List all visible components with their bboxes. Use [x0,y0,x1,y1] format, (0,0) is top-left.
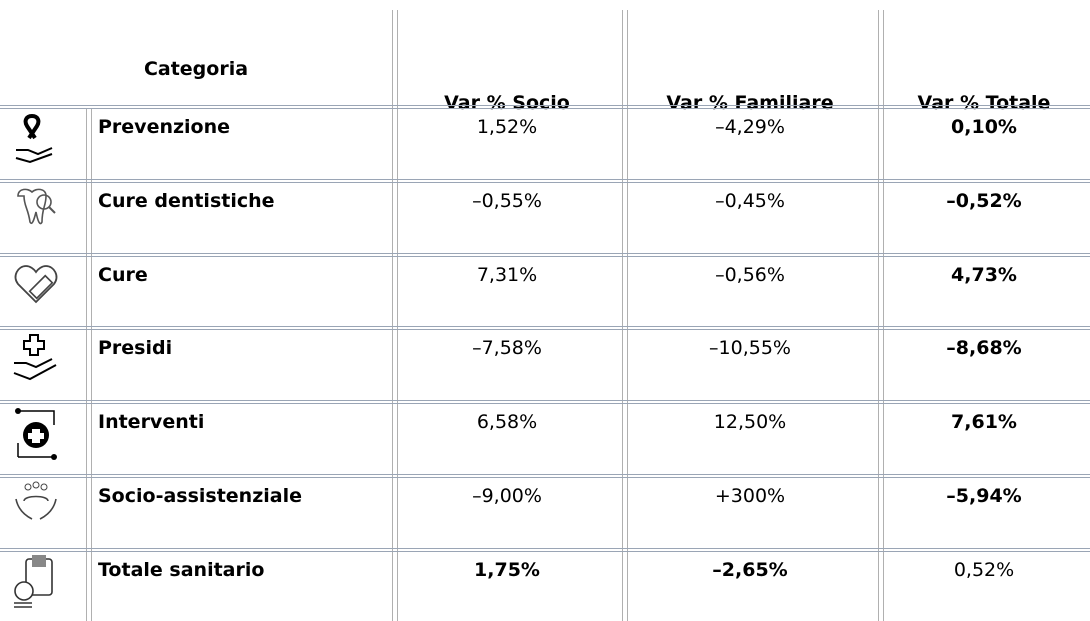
value-cell: 0,10% [951,116,1017,138]
value-cell: –0,55% [472,189,542,212]
value-cell: –7,58% [472,337,542,360]
category-cell: Socio-assistenziale [98,485,302,507]
icon-divider [86,108,92,621]
header-cell: Var % Totale [917,92,1051,114]
value-cell: 7,61% [951,411,1017,434]
row-divider [0,178,1090,183]
row-divider [0,326,1090,331]
category-cell: Presidi [98,337,173,360]
header-cell: Var % Socio [444,92,570,114]
category-icon [14,554,53,608]
category-icon [17,188,56,225]
value-cell: –5,94% [946,485,1022,507]
row-divider [0,252,1090,257]
value-cell: –2,65% [712,558,788,581]
column-divider [392,10,398,621]
value-cell: –10,55% [709,337,791,360]
value-cell: –8,68% [946,337,1022,360]
category-cell: Interventi [98,411,205,434]
value-cell: 4,73% [951,263,1017,286]
value-cell: –4,29% [715,116,785,138]
row-divider [0,400,1090,405]
value-cell: 1,75% [474,558,540,581]
value-cell: 6,58% [476,411,538,434]
header-cell: Categoria [143,58,249,80]
category-cell: Totale sanitario [98,558,265,581]
row-divider [0,105,1090,109]
header-cell: Var % Familiare [666,92,834,114]
value-cell: –0,56% [715,263,785,286]
value-cell: 0,52% [953,558,1015,581]
value-cell: –0,52% [946,189,1022,212]
category-cell: Cure [98,263,148,286]
category-cell: Prevenzione [98,116,231,138]
category-icon [14,264,58,303]
category-icon [15,114,53,164]
category-cell: Cure dentistiche [98,189,275,212]
value-cell: 12,50% [713,411,787,434]
row-divider [0,547,1090,552]
column-divider [878,10,884,621]
category-icon [15,408,57,461]
category-icon [13,334,57,381]
value-cell: 7,31% [476,263,538,286]
category-icon [15,481,57,520]
column-divider [622,10,628,621]
value-cell: 1,52% [476,116,538,138]
value-cell: –0,45% [715,189,785,212]
value-cell: –9,00% [472,485,542,507]
value-cell: +300% [714,485,786,507]
row-divider [0,474,1090,478]
